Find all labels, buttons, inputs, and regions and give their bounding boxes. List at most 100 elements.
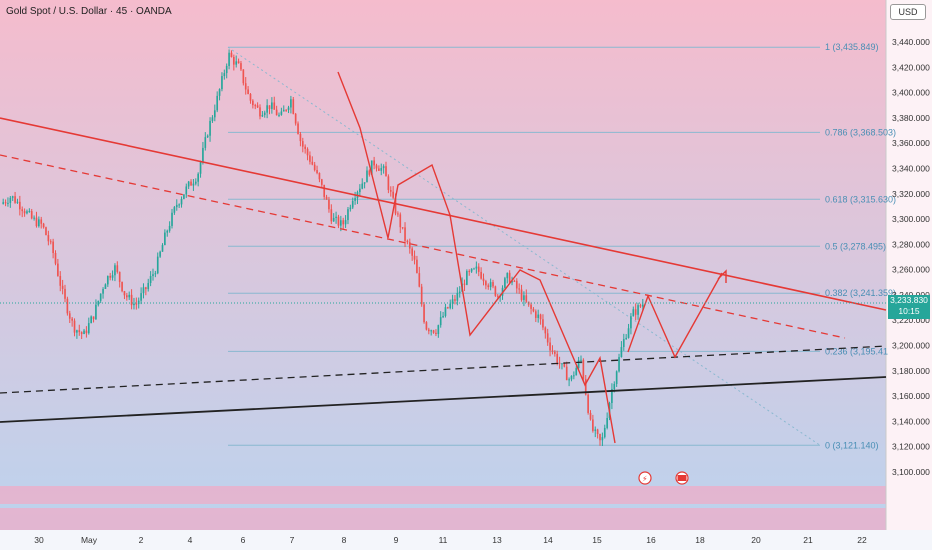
candle-body (38, 219, 40, 227)
time-tick-label: 22 (857, 535, 867, 545)
price-axis-background[interactable] (886, 0, 932, 530)
candle-body (99, 293, 102, 301)
time-tick-label: 21 (803, 535, 813, 545)
candle-body (304, 146, 306, 149)
price-tick-label: 3,440.000 (892, 37, 930, 47)
candle-body (275, 109, 278, 116)
time-tick-label: 4 (188, 535, 193, 545)
candle-body (59, 275, 62, 286)
candle-body (164, 232, 166, 246)
candle-body (337, 216, 340, 226)
support-trendline[interactable] (0, 376, 887, 423)
candle-body (221, 76, 223, 90)
candle-body (442, 315, 444, 318)
candle-body (9, 197, 12, 203)
price-axis[interactable]: 3,440.000 3,420.000 3,400.000 3,380.000 3,36… (892, 37, 930, 477)
candle-body (613, 383, 616, 390)
candle-body (551, 350, 554, 352)
wave-path-drawing[interactable] (337, 71, 616, 444)
event-icons[interactable]: ⚡ (638, 471, 689, 485)
candle-body (287, 107, 290, 110)
candle-body (537, 314, 540, 318)
candle-body (68, 313, 71, 319)
candlestick-series (2, 49, 644, 447)
candle-body (427, 329, 430, 332)
candle-body (328, 199, 330, 210)
candle-body (565, 366, 568, 381)
candle-body (485, 281, 487, 286)
time-axis-background[interactable] (0, 530, 932, 550)
candle-body (240, 63, 242, 70)
candle-body (480, 271, 482, 279)
candle-body (225, 65, 228, 74)
candle-body (126, 295, 128, 298)
price-tick-label: 3,140.000 (892, 416, 930, 426)
candle-body (16, 201, 19, 203)
candle-body (54, 253, 57, 264)
candle-body (506, 272, 509, 279)
dashed-resistance-line[interactable] (0, 154, 846, 339)
candle-body (449, 303, 452, 309)
candle-body (233, 56, 235, 65)
candle-body (637, 305, 639, 315)
price-tick-label: 3,380.000 (892, 113, 930, 123)
candle-body (525, 295, 528, 302)
price-tick-label: 3,420.000 (892, 62, 930, 72)
candle-body (325, 196, 328, 200)
time-tick-label: 2 (139, 535, 144, 545)
candle-body (206, 135, 209, 138)
lightning-event-icon[interactable] (638, 471, 652, 485)
candle-body (361, 183, 364, 189)
time-axis[interactable]: 30 May 2 4 6 7 8 9 11 13 14 15 16 18 20 21 22 (34, 535, 867, 545)
candle-body (2, 202, 5, 204)
candle-body (554, 351, 556, 354)
candle-body (87, 323, 90, 334)
candle-body (463, 283, 466, 285)
candle-body (425, 322, 428, 330)
candle-body (406, 240, 409, 243)
candle-body (618, 357, 620, 372)
time-tick-label: 16 (646, 535, 656, 545)
candle-body (216, 95, 219, 111)
candle-body (558, 362, 561, 365)
candle-body (249, 94, 252, 101)
candle-body (280, 111, 283, 115)
bar-countdown: 10:15 (898, 306, 920, 316)
candle-body (366, 170, 368, 183)
dashed-support-line[interactable] (0, 345, 887, 394)
candle-body (209, 120, 211, 136)
trend-drawings[interactable] (0, 71, 887, 444)
candle-body (380, 168, 383, 171)
candle-body (335, 216, 337, 218)
candle-body (511, 280, 513, 283)
fibonacci-retracement[interactable]: 1 (3,435.849) 0.786 (3,368.503) 0.618 (3,3… (227, 42, 896, 450)
candle-body (470, 268, 473, 272)
candle-body (368, 170, 371, 175)
candle-body (11, 196, 14, 198)
candle-body (397, 213, 399, 215)
candle-body (52, 241, 54, 254)
price-tick-label: 3,100.000 (892, 467, 930, 477)
candle-body (28, 211, 31, 213)
projection-path[interactable] (627, 272, 723, 359)
candle-body (444, 307, 447, 316)
candle-body (19, 201, 21, 210)
candle-body (439, 317, 442, 326)
candle-body (166, 230, 169, 233)
candle-body (577, 360, 580, 369)
currency-button[interactable]: USD (890, 4, 926, 20)
candle-body (389, 189, 392, 192)
candle-body (102, 289, 104, 294)
candle-body (387, 176, 390, 190)
candle-body (563, 363, 566, 367)
candle-body (202, 147, 204, 163)
candle-body (171, 212, 173, 226)
candle-body (373, 160, 375, 166)
candle-body (399, 214, 402, 228)
resistance-trendline[interactable] (0, 117, 887, 311)
candle-body (504, 278, 506, 288)
time-tick-label: May (81, 535, 98, 545)
candle-body (411, 248, 413, 256)
